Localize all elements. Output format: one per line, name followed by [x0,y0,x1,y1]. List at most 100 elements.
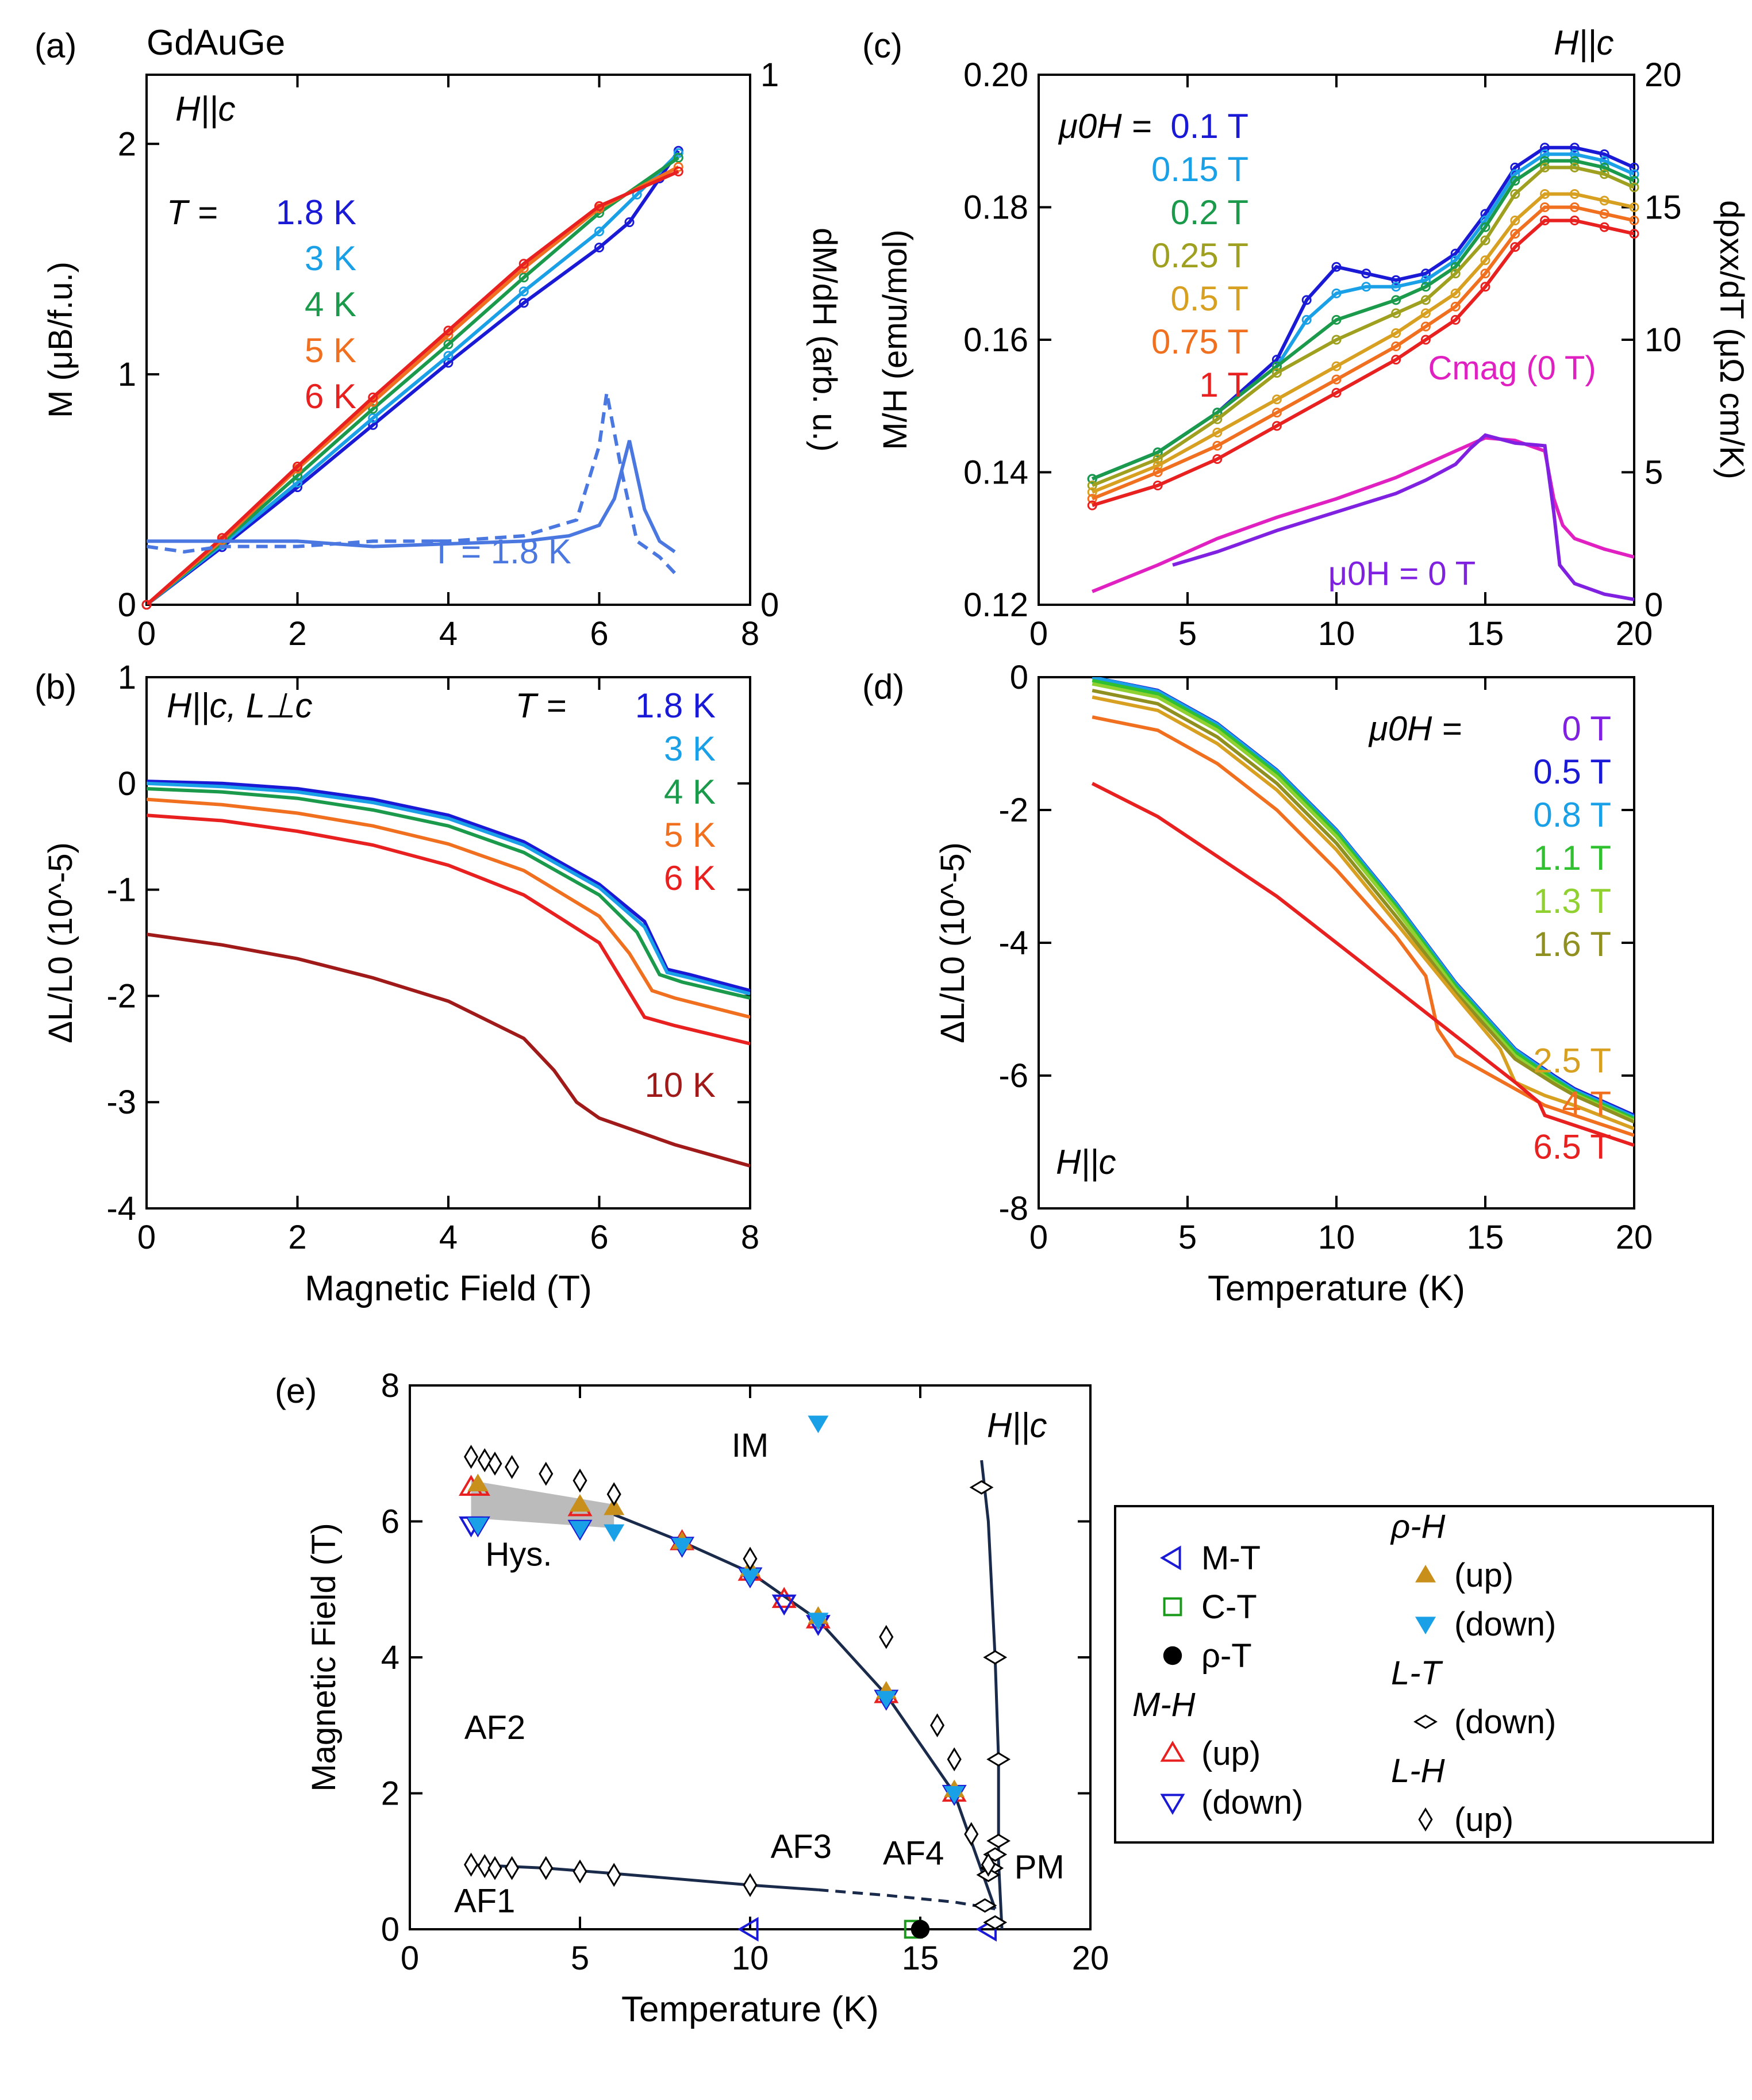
series-line [1092,166,1634,487]
legend-entry: (down) [1454,1703,1556,1741]
legend-entry: ρ-T [1201,1637,1252,1675]
data-point [606,1482,621,1507]
data-point [604,1524,625,1542]
data-point [1540,202,1550,212]
y2-tick-label: 5 [1645,454,1663,492]
phase-label: Hys. [485,1535,552,1573]
data-point [1152,460,1163,471]
data-point [1599,156,1609,166]
data-point [1331,361,1342,371]
data-point [673,148,683,158]
series-line [1092,715,1634,1137]
data-point [518,259,529,269]
x-tick-label: 0 [401,1940,419,1977]
y-tick-label: -2 [106,977,136,1015]
data-point [1087,500,1097,510]
field-label: H||c [1554,24,1614,63]
y2-tick-label: 1 [760,56,779,94]
data-point [740,1568,760,1587]
series-line [1092,695,1634,1131]
data-point [1480,235,1490,245]
data-point [518,272,529,283]
data-point [1420,295,1431,305]
legend-entry: 3 K [305,239,356,278]
data-point [1510,169,1520,179]
legend-entry: 5 K [305,331,356,370]
x-axis-label: Temperature (K) [1208,1269,1465,1308]
series-line [1092,218,1634,507]
series-line [1092,689,1634,1124]
panel-label-d: (d) [862,667,904,706]
data-point [875,1691,897,1709]
y-axis-label: M/H (emu/mol) [877,229,914,450]
data-point [368,413,378,423]
data-point [879,1625,894,1649]
x-tick-label: 0 [137,615,156,652]
data-point [737,1917,759,1942]
data-point [1450,268,1461,279]
data-point [1160,1545,1181,1571]
phase-label: AF2 [464,1709,525,1746]
legend-entry: C-T [1201,1588,1257,1626]
data-point [1569,156,1580,166]
series-line [147,149,680,605]
legend-entry: 1 T [1199,366,1248,404]
series-line [147,781,750,996]
data-point [368,392,378,402]
series-line [147,813,750,1046]
data-point [771,1587,797,1608]
x-tick-label: 10 [1318,615,1355,652]
data-point [1450,301,1461,312]
data-point [1420,282,1431,292]
legend-entry: 1.6 T [1533,925,1611,963]
phase-label: AF1 [454,1882,515,1919]
data-point [1569,162,1580,172]
data-point [1271,368,1282,378]
legend-entry: L-T [1391,1654,1443,1692]
legend-entry: M-H [1132,1686,1196,1723]
y-tick-label: 2 [118,125,136,163]
legend-entry: 6.5 T [1533,1128,1611,1166]
y2-tick-label: 0 [760,586,779,624]
data-point [1510,175,1520,186]
legend-entry: 1.8 K [635,686,716,725]
legend-entry: 6 K [664,859,716,897]
data-point [1212,408,1223,418]
data-point [1420,335,1431,345]
data-point [1480,282,1490,292]
data-point [505,1454,520,1479]
series-line [1092,145,1634,481]
data-point [594,243,604,253]
data-point [1540,143,1550,153]
data-point [1331,335,1342,345]
legend-entry: (up) [1454,1801,1513,1838]
data-point [1301,295,1312,305]
y-axis-label: ΔL/L0 (10^-5) [934,842,971,1043]
data-point [947,1747,962,1772]
legend-entry: 2.5 T [1533,1042,1611,1080]
data-point [1391,282,1401,292]
data-point [1569,216,1580,226]
data-point [1420,308,1431,318]
x-tick-label: 0 [137,1219,156,1256]
data-point [477,1854,492,1878]
data-point [1160,1741,1185,1762]
y-tick-label: -4 [106,1190,136,1227]
y-tick-label: 6 [381,1503,399,1541]
data-point [986,1833,1011,1848]
data-point [487,1856,502,1880]
data-point [467,1517,489,1535]
data-point [808,1613,829,1630]
phase-boundary [471,1863,819,1891]
legend-entry: 0.5 T [1170,279,1248,318]
data-point [1212,414,1223,424]
phase-label: AF4 [883,1835,944,1872]
series-line [1172,433,1634,601]
x-tick-label: 6 [590,1219,608,1256]
data-point [1420,268,1431,279]
series-line [147,156,680,605]
data-point [518,286,529,297]
series-line [1092,205,1634,501]
legend-entry: 10 K [645,1066,716,1104]
data-point [1510,216,1520,226]
